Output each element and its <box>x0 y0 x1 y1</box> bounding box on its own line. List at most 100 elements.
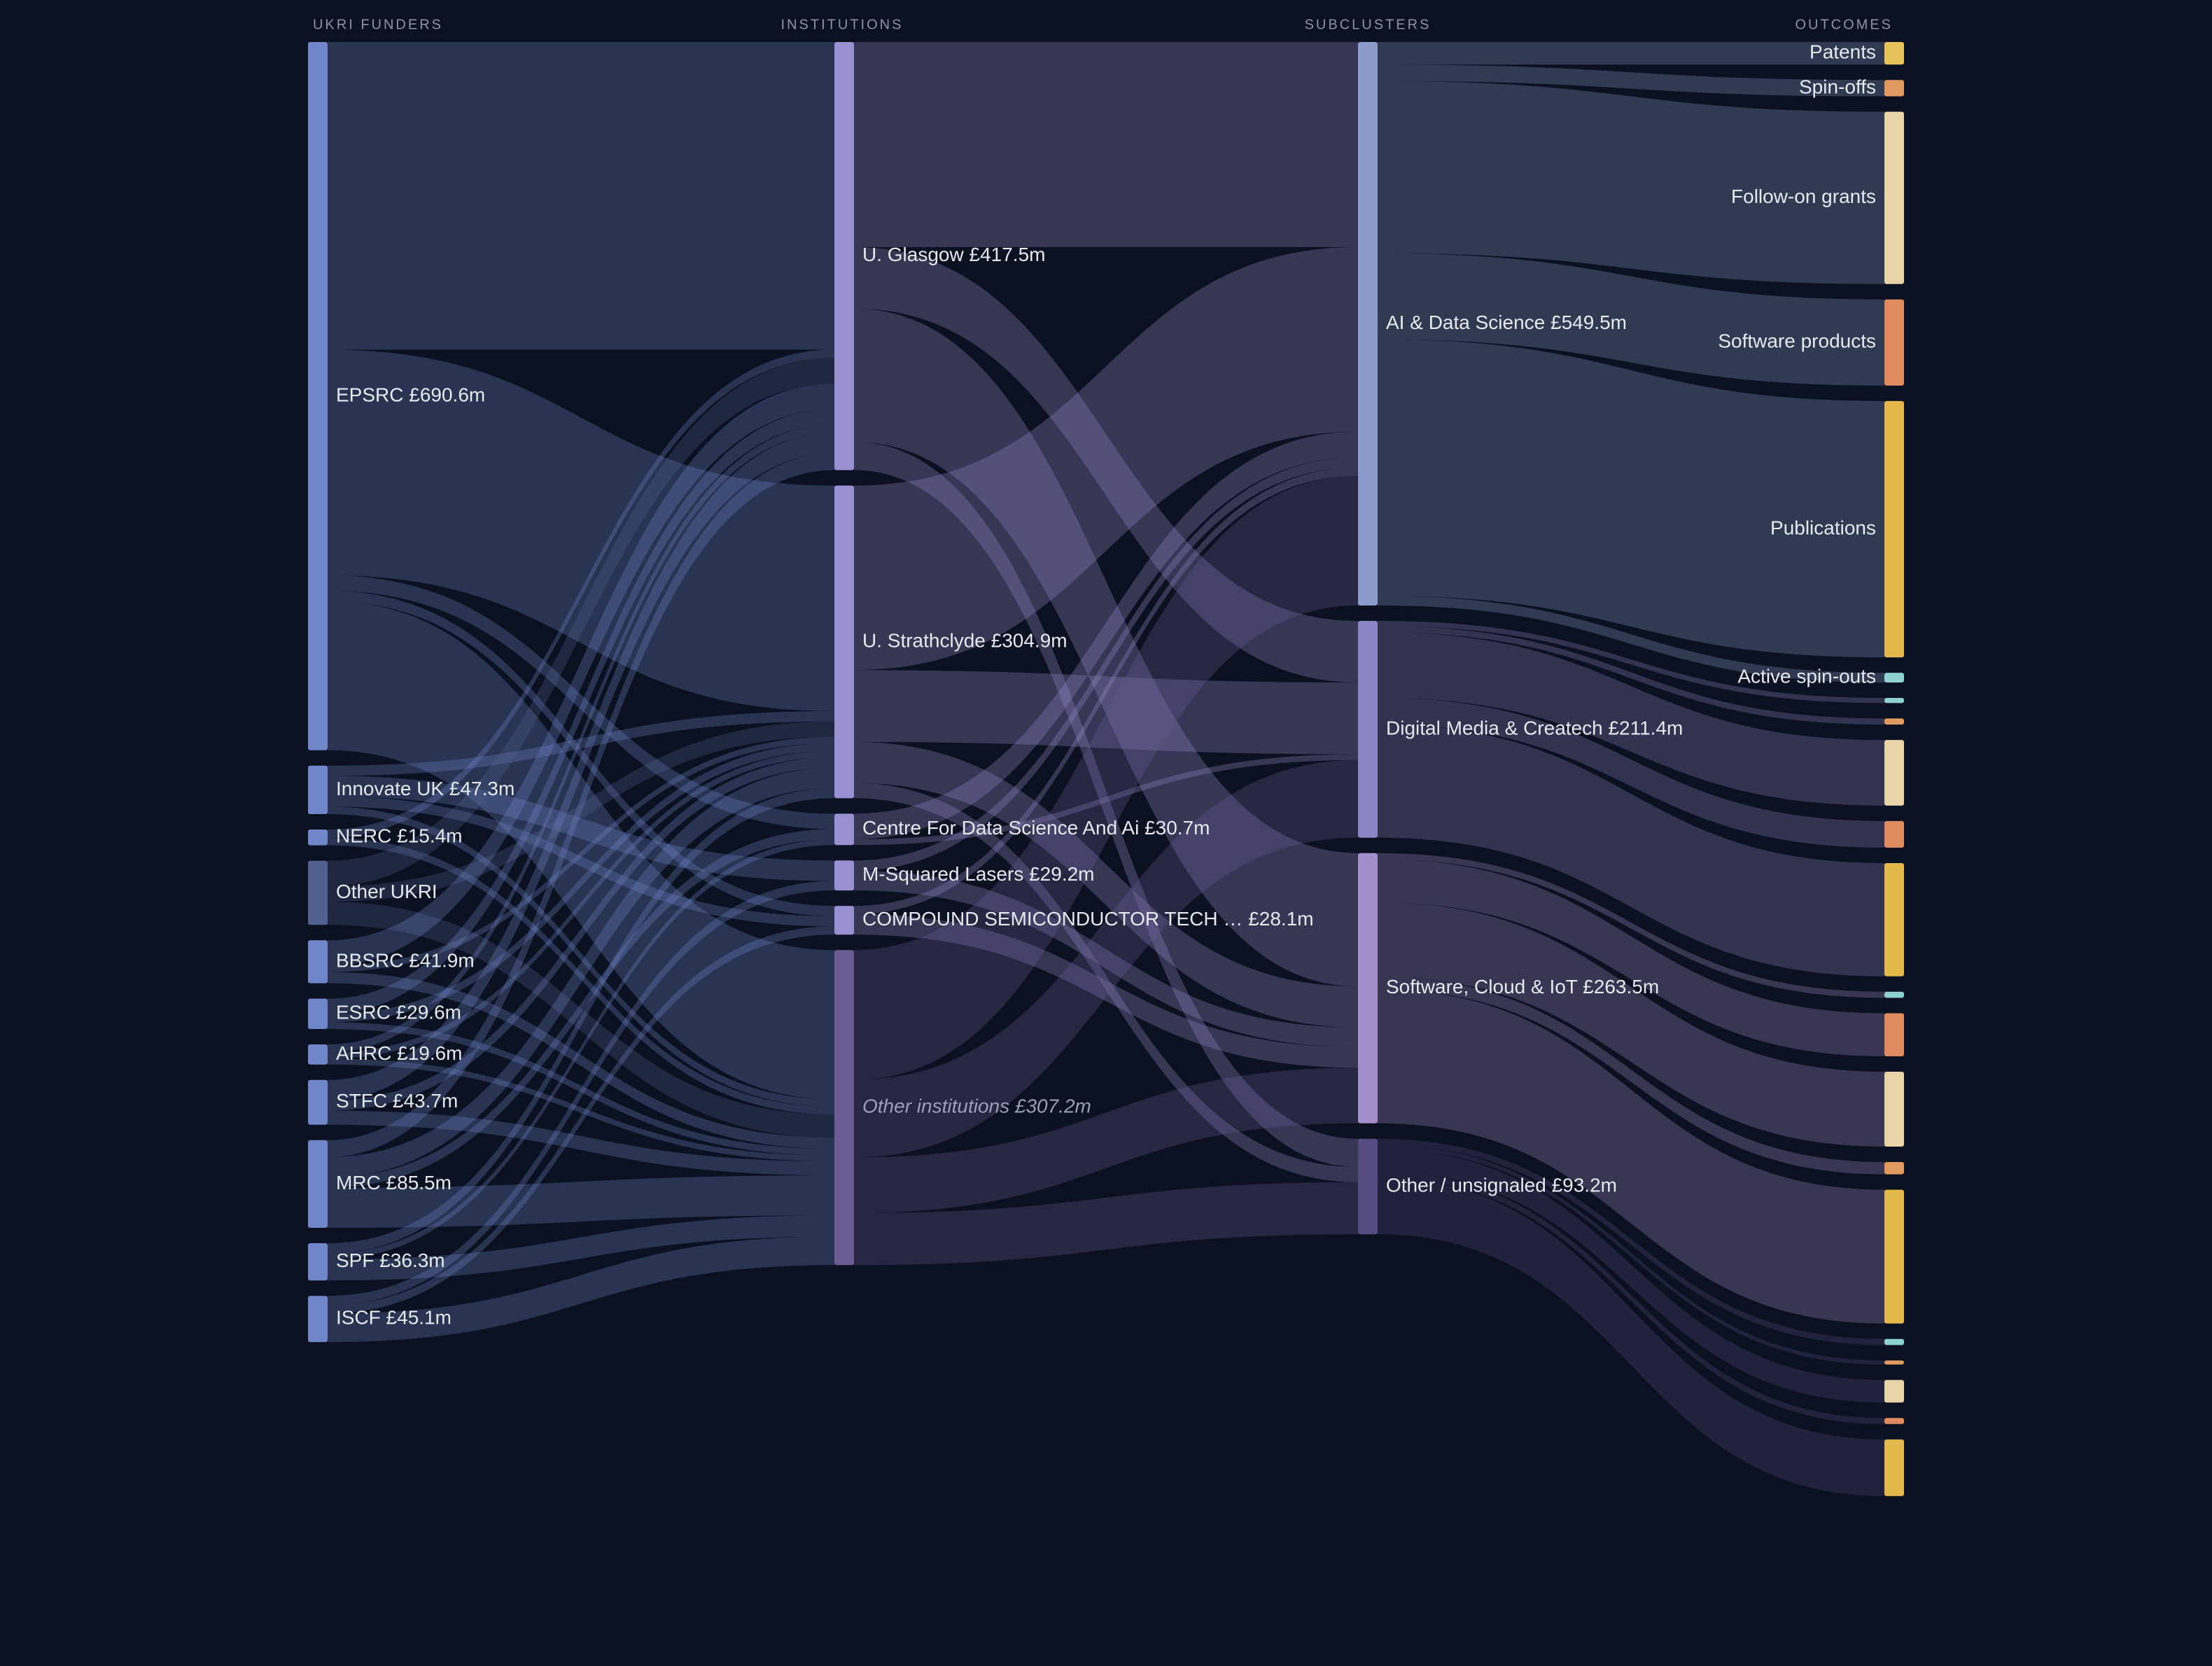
node-label: AI & Data Science £549.5m <box>1386 312 1627 333</box>
flow-link <box>854 431 1358 839</box>
flow-link <box>1378 859 1884 1057</box>
flow-link <box>1378 697 1884 848</box>
flow-link <box>328 1110 834 1176</box>
flow-link <box>328 383 834 966</box>
node-bar <box>1884 1161 1904 1175</box>
node-bar <box>1884 1338 1904 1345</box>
node-bar <box>308 940 328 983</box>
flow-link <box>328 349 834 838</box>
flow-link <box>1378 253 1884 386</box>
flow-link <box>854 783 1358 1182</box>
node-bar <box>1884 698 1904 704</box>
flow-link <box>854 308 1358 987</box>
flow-link <box>854 870 1358 1047</box>
flow-link <box>328 837 834 1115</box>
node-bar <box>834 906 854 935</box>
node-bar <box>1358 853 1378 1124</box>
node-label: COMPOUND SEMICONDUCTOR TECH … £28.1m <box>862 908 1314 930</box>
node-bar <box>834 485 854 799</box>
flow-link <box>328 1058 834 1162</box>
flow-link <box>328 829 834 1188</box>
node-label: Digital Media & Createch £211.4m <box>1386 717 1683 738</box>
labels: UKRI FUNDERS INSTITUTIONS SUBCLUSTERS OUTCO… <box>313 17 1893 1328</box>
node-bar <box>308 1079 328 1125</box>
flow-link <box>328 424 834 1053</box>
flow-link <box>1378 339 1884 658</box>
node-label: Software products <box>1718 330 1876 352</box>
node-label: Centre For Data Science And Ai £30.7m <box>862 817 1210 839</box>
node-bar <box>1884 1418 1904 1424</box>
flow-link <box>1378 989 1884 1324</box>
node-label: Publications <box>1770 517 1876 538</box>
node-bar <box>1884 1360 1904 1365</box>
flow-link <box>1378 42 1884 65</box>
node-label: STFC £43.7m <box>336 1090 458 1112</box>
flow-link <box>328 757 834 1111</box>
flow-link <box>328 736 834 972</box>
node-bar <box>834 950 854 1266</box>
flow-link <box>1378 1149 1884 1403</box>
node-bar <box>834 42 854 470</box>
node-label: Software, Cloud & IoT £263.5m <box>1386 976 1659 997</box>
node-bar <box>1884 1380 1904 1403</box>
flow-link <box>328 710 834 776</box>
flow-link <box>328 972 834 1149</box>
flow-link <box>1378 976 1884 1175</box>
flow-link <box>854 760 1358 1158</box>
flow-link <box>328 42 834 350</box>
flow-link <box>1378 902 1884 1147</box>
flow-link <box>1378 1177 1884 1497</box>
node-label: NERC £15.4m <box>336 825 463 847</box>
flow-link <box>1378 632 1884 806</box>
flow-link <box>328 776 834 881</box>
node-label: ESRC £29.6m <box>336 1002 461 1023</box>
node-label: M-Squared Lasers £29.2m <box>862 863 1095 885</box>
flow-link <box>854 1182 1358 1266</box>
flow-link <box>328 601 834 1100</box>
node-label: EPSRC £690.6m <box>336 384 485 405</box>
flow-link <box>328 1215 834 1281</box>
node-bar <box>1884 991 1904 998</box>
flow-link <box>854 42 1358 247</box>
node-label: MRC £85.5m <box>336 1172 451 1194</box>
flow-link <box>1378 724 1884 976</box>
node-label: Spin-offs <box>1799 76 1876 97</box>
node-bar <box>1884 1072 1904 1147</box>
flow-link <box>1378 1144 1884 1365</box>
node-bar <box>1884 740 1904 806</box>
column-header: SUBCLUSTERS <box>1305 17 1432 32</box>
flow-link <box>854 754 1358 846</box>
flow-link <box>328 358 834 887</box>
node-bar <box>1884 820 1904 848</box>
node-bar <box>308 1140 328 1228</box>
node-bar <box>1884 1439 1904 1497</box>
flow-link <box>328 767 834 1178</box>
node-label: U. Glasgow £417.5m <box>862 244 1045 265</box>
column-header: INSTITUTIONS <box>781 17 904 32</box>
flow-link <box>328 751 834 1059</box>
node-bar <box>308 860 328 925</box>
node-bar <box>308 1243 328 1281</box>
node-bar <box>308 1044 328 1065</box>
flow-link <box>854 442 1358 1168</box>
flow-link <box>328 743 834 1023</box>
node-label: BBSRC £41.9m <box>336 949 475 971</box>
node-label: Active spin-outs <box>1737 665 1876 687</box>
node-label: Other institutions £307.2m <box>862 1096 1091 1117</box>
node-bar <box>308 765 328 815</box>
flow-link <box>854 247 1358 671</box>
flow-link <box>854 457 1358 871</box>
flow-link <box>328 839 834 1259</box>
flow-link <box>328 788 834 1254</box>
flow-link <box>1378 596 1884 683</box>
flow-link <box>1378 1171 1884 1424</box>
node-bar <box>308 998 328 1030</box>
node-bar <box>1884 862 1904 976</box>
flow-link <box>328 1236 834 1343</box>
node-label: AHRC £19.6m <box>336 1042 463 1064</box>
node-label: Innovate UK £47.3m <box>336 778 514 799</box>
node-bar <box>1358 1138 1378 1235</box>
node-bar <box>1884 111 1904 284</box>
column-header: OUTCOMES <box>1795 17 1893 32</box>
